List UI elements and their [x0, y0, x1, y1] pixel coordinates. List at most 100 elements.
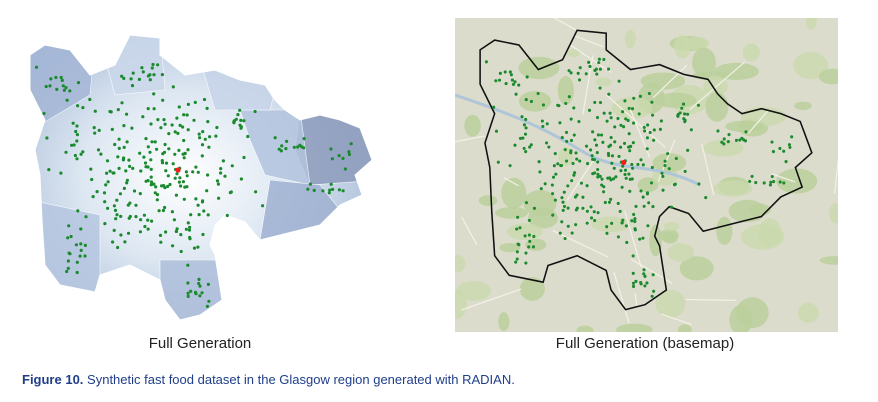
point — [164, 230, 168, 234]
point — [623, 168, 628, 172]
point — [574, 223, 578, 227]
point — [47, 168, 51, 172]
point — [116, 155, 120, 159]
point — [641, 195, 645, 199]
green-area — [678, 324, 692, 332]
green-area — [523, 190, 557, 217]
point — [575, 157, 579, 161]
point — [55, 87, 59, 91]
point — [566, 224, 570, 228]
point — [330, 157, 334, 161]
road — [566, 159, 595, 201]
green-area — [501, 177, 527, 209]
point — [514, 92, 518, 96]
point — [660, 171, 664, 175]
point — [122, 124, 126, 128]
point — [680, 106, 684, 110]
region — [30, 35, 372, 320]
point — [494, 79, 498, 83]
point — [128, 164, 132, 168]
point — [197, 281, 201, 286]
point — [574, 151, 578, 155]
point — [74, 243, 78, 247]
point — [146, 218, 150, 222]
point — [284, 147, 288, 151]
point — [559, 163, 564, 168]
point — [527, 245, 531, 249]
point — [143, 161, 148, 165]
point — [112, 204, 116, 208]
point — [569, 138, 574, 143]
point — [722, 142, 726, 146]
point — [623, 99, 627, 103]
point — [192, 118, 196, 122]
point — [648, 130, 652, 135]
point — [138, 230, 142, 234]
green-area — [819, 256, 838, 265]
point — [633, 217, 637, 221]
point — [79, 248, 83, 252]
point — [678, 111, 682, 115]
point — [637, 112, 641, 116]
road — [455, 135, 485, 143]
point — [560, 220, 564, 224]
point — [645, 147, 649, 151]
point — [632, 121, 636, 125]
point — [617, 79, 621, 83]
point — [205, 304, 209, 308]
green-area — [640, 72, 686, 90]
green-area — [655, 289, 686, 318]
point — [112, 171, 116, 175]
road — [634, 293, 638, 308]
point — [560, 196, 564, 200]
point — [155, 198, 159, 202]
road — [771, 173, 796, 183]
point — [95, 190, 99, 194]
point — [79, 242, 83, 246]
point — [217, 196, 221, 200]
point — [613, 140, 617, 144]
point — [638, 94, 642, 98]
point — [631, 271, 635, 275]
point — [171, 244, 175, 248]
point — [103, 222, 107, 226]
point — [153, 140, 157, 144]
point — [663, 163, 667, 168]
point — [646, 123, 650, 127]
point — [616, 201, 620, 206]
point — [566, 206, 570, 210]
point — [620, 185, 624, 189]
point — [83, 243, 87, 247]
road — [624, 211, 642, 267]
green-area — [728, 199, 766, 223]
point — [198, 294, 202, 298]
point — [170, 210, 174, 214]
point — [610, 221, 614, 225]
point — [524, 117, 528, 122]
point — [561, 208, 565, 212]
point — [593, 218, 597, 223]
point — [140, 66, 144, 70]
point — [564, 159, 569, 163]
point — [634, 279, 638, 283]
point — [651, 205, 655, 209]
point — [641, 236, 645, 240]
point — [492, 105, 496, 109]
point — [120, 74, 124, 78]
point — [762, 181, 766, 185]
point — [146, 179, 150, 183]
point — [202, 97, 207, 102]
point — [634, 204, 638, 208]
point — [112, 228, 116, 232]
point — [663, 159, 667, 163]
point — [771, 150, 775, 154]
point — [585, 221, 589, 225]
point — [181, 180, 185, 184]
point — [148, 78, 152, 82]
road — [685, 298, 736, 301]
point — [182, 197, 186, 201]
point — [182, 113, 186, 117]
point — [186, 263, 190, 267]
point — [633, 219, 637, 224]
